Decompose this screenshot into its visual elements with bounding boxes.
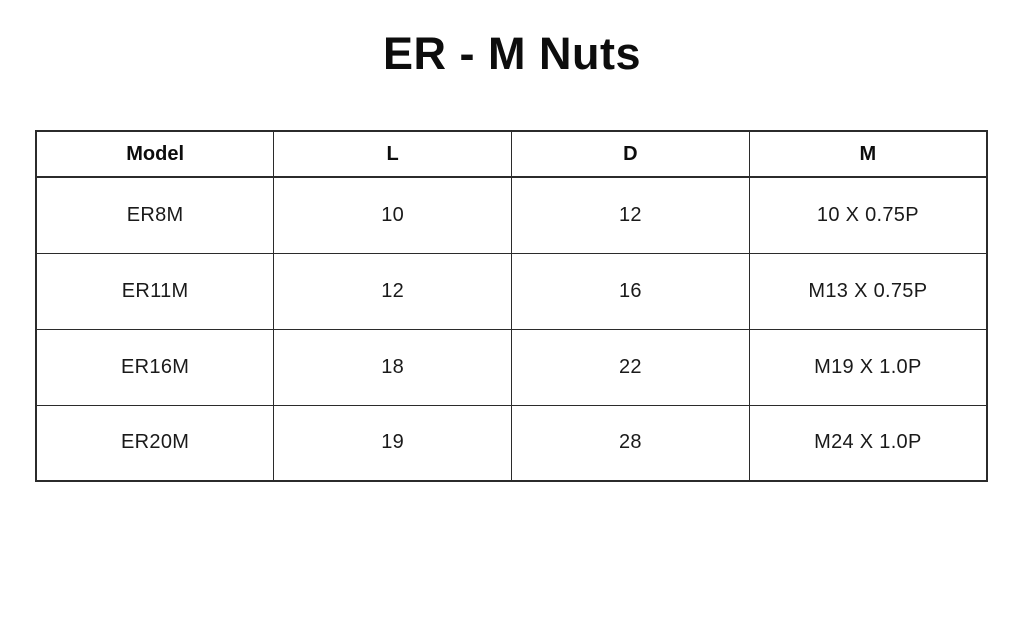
cell-m: 10 X 0.75P (748, 176, 988, 254)
table-row: ER20M 19 28 M24 X 1.0P (35, 404, 988, 482)
cell-l: 19 (273, 404, 512, 482)
table-row: ER8M 10 12 10 X 0.75P (35, 176, 988, 254)
cell-d: 28 (511, 404, 750, 482)
column-header-model: Model (35, 130, 275, 178)
column-header-m: M (748, 130, 988, 178)
page-title: ER - M Nuts (383, 28, 641, 79)
table-header-row: Model L D M (35, 130, 988, 178)
cell-d: 22 (511, 328, 750, 406)
cell-l: 12 (273, 252, 512, 330)
cell-l: 10 (273, 176, 512, 254)
column-header-d: D (511, 130, 750, 178)
table-row: ER16M 18 22 M19 X 1.0P (35, 328, 988, 406)
er-m-nuts-spec-table: Model L D M ER8M 10 12 10 X 0.75P ER11M … (35, 130, 988, 482)
cell-m: M13 X 0.75P (748, 252, 988, 330)
cell-model: ER20M (35, 404, 275, 482)
cell-model: ER11M (35, 252, 275, 330)
cell-d: 16 (511, 252, 750, 330)
cell-d: 12 (511, 176, 750, 254)
cell-model: ER16M (35, 328, 275, 406)
cell-model: ER8M (35, 176, 275, 254)
cell-m: M19 X 1.0P (748, 328, 988, 406)
cell-m: M24 X 1.0P (748, 404, 988, 482)
table-row: ER11M 12 16 M13 X 0.75P (35, 252, 988, 330)
cell-l: 18 (273, 328, 512, 406)
column-header-l: L (273, 130, 512, 178)
